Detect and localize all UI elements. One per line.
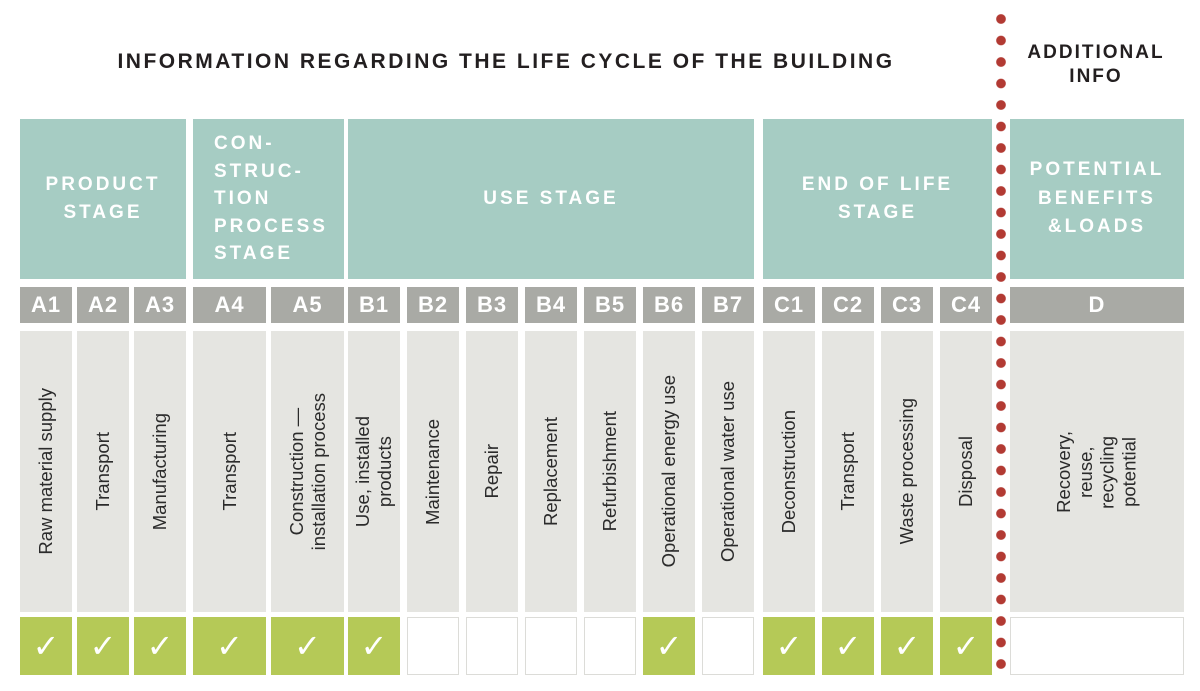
stage-label-text-c2: Transport (837, 432, 859, 511)
check-cell-c3: ✓ (881, 617, 933, 675)
check-cell-a4: ✓ (193, 617, 266, 675)
stage-label-d: Recovery, reuse, recycling potential (1010, 331, 1184, 612)
check-cell-c4: ✓ (940, 617, 992, 675)
stage-label-b6: Operational energy use (643, 331, 695, 612)
additional-info-title: ADDITIONAL INFO (1027, 42, 1165, 87)
check-cell-b7 (702, 617, 754, 675)
stage-code-b2: B2 (407, 287, 459, 323)
stage-code-a3: A3 (134, 287, 186, 323)
labels-row: Use, installed products Maintenance Repa… (348, 331, 754, 612)
stage-label-c4: Disposal (940, 331, 992, 612)
stage-code-d: D (1010, 287, 1184, 323)
stage-label-text-d: Recovery, reuse, recycling potential (1053, 430, 1140, 513)
check-cell-c2: ✓ (822, 617, 874, 675)
stage-label-c2: Transport (822, 331, 874, 612)
check-cell-b2 (407, 617, 459, 675)
group-construction-process-stage: CON- STRUC- TION PROCESS STAGE A4 A5 Tra… (193, 119, 344, 675)
stage-label-c1: Deconstruction (763, 331, 815, 612)
stage-label-text-a2: Transport (92, 432, 114, 511)
codes-row: A1 A2 A3 (20, 287, 186, 323)
check-cell-a1: ✓ (20, 617, 72, 675)
labels-row: Deconstruction Transport Waste processin… (763, 331, 992, 612)
stage-code-a4: A4 (193, 287, 266, 323)
stage-code-b3: B3 (466, 287, 518, 323)
codes-row: C1 C2 C3 C4 (763, 287, 992, 323)
group-product-stage: PRODUCT STAGE A1 A2 A3 Raw material supp… (20, 119, 186, 675)
group-header-construction-process-stage: CON- STRUC- TION PROCESS STAGE (193, 119, 344, 279)
stage-code-b1: B1 (348, 287, 400, 323)
stage-label-text-b3: Repair (481, 444, 503, 499)
group-end-of-life-stage: END OF LIFE STAGE C1 C2 C3 C4 Deconstruc… (763, 119, 992, 675)
stage-code-c3: C3 (881, 287, 933, 323)
checks-row: ✓ ✓ ✓ ✓ (763, 617, 992, 675)
group-header-potential-benefits-loads: POTENTIAL BENEFITS &LOADS (1010, 119, 1184, 279)
check-cell-a2: ✓ (77, 617, 129, 675)
stage-label-text-c4: Disposal (955, 436, 977, 507)
stage-code-b6: B6 (643, 287, 695, 323)
check-cell-b1: ✓ (348, 617, 400, 675)
stage-label-text-c3: Waste processing (896, 398, 918, 545)
stage-label-b7: Operational water use (702, 331, 754, 612)
stage-label-b1: Use, installed products (348, 331, 400, 612)
stage-label-text-b2: Maintenance (422, 418, 444, 525)
stage-code-c4: C4 (940, 287, 992, 323)
stage-label-b2: Maintenance (407, 331, 459, 612)
stage-label-text-a4: Transport (218, 432, 240, 511)
check-cell-a5: ✓ (271, 617, 344, 675)
checks-row: ✓ ✓ (193, 617, 344, 675)
stage-code-b7: B7 (702, 287, 754, 323)
check-cell-c1: ✓ (763, 617, 815, 675)
stage-code-a1: A1 (20, 287, 72, 323)
stage-label-a5: Construction — installation process (271, 331, 344, 612)
codes-row: B1 B2 B3 B4 B5 B6 B7 (348, 287, 754, 323)
group-potential-benefits-loads: POTENTIAL BENEFITS &LOADS D Recovery, re… (1010, 119, 1184, 675)
check-cell-b4 (525, 617, 577, 675)
stage-code-b5: B5 (584, 287, 636, 323)
labels-row: Recovery, reuse, recycling potential (1010, 331, 1184, 612)
checks-row: ✓ ✓ ✓ (20, 617, 186, 675)
stage-label-b3: Repair (466, 331, 518, 612)
check-cell-a3: ✓ (134, 617, 186, 675)
labels-row: Transport Construction — installation pr… (193, 331, 344, 612)
check-cell-b5 (584, 617, 636, 675)
life-cycle-table: PRODUCT STAGE A1 A2 A3 Raw material supp… (0, 119, 1200, 675)
stage-label-c3: Waste processing (881, 331, 933, 612)
labels-row: Raw material supply Transport Manufactur… (20, 331, 186, 612)
stage-label-a2: Transport (77, 331, 129, 612)
stage-label-text-b5: Refurbishment (599, 411, 621, 532)
group-header-use-stage: USE STAGE (348, 119, 754, 279)
group-header-end-of-life-stage: END OF LIFE STAGE (763, 119, 992, 279)
stage-label-text-b1: Use, installed products (352, 415, 395, 528)
checks-row: ✓ ✓ (348, 617, 754, 675)
titles-area: INFORMATION REGARDING THE LIFE CYCLE OF … (0, 0, 1200, 119)
stage-code-c1: C1 (763, 287, 815, 323)
check-cell-b3 (466, 617, 518, 675)
stage-label-b5: Refurbishment (584, 331, 636, 612)
stage-code-a5: A5 (271, 287, 344, 323)
stage-code-a2: A2 (77, 287, 129, 323)
codes-row: A4 A5 (193, 287, 344, 323)
stage-label-text-a1: Raw material supply (35, 388, 57, 555)
checks-row (1010, 617, 1184, 675)
stage-label-text-c1: Deconstruction (778, 409, 800, 534)
codes-row: D (1010, 287, 1184, 323)
stage-label-text-a3: Manufacturing (149, 412, 171, 531)
stage-label-text-b7: Operational water use (717, 381, 739, 562)
check-cell-d (1010, 617, 1184, 675)
stage-label-text-a5: Construction — installation process (285, 392, 329, 551)
red-dotted-divider (996, 14, 1006, 680)
group-use-stage: USE STAGE B1 B2 B3 B4 B5 B6 B7 Use, inst… (348, 119, 754, 675)
stage-code-b4: B4 (525, 287, 577, 323)
page-title: INFORMATION REGARDING THE LIFE CYCLE OF … (117, 50, 895, 73)
group-header-product-stage: PRODUCT STAGE (20, 119, 186, 279)
stage-label-a4: Transport (193, 331, 266, 612)
stage-label-b4: Replacement (525, 331, 577, 612)
stage-code-c2: C2 (822, 287, 874, 323)
stage-label-a3: Manufacturing (134, 331, 186, 612)
check-cell-b6: ✓ (643, 617, 695, 675)
stage-label-text-b6: Operational energy use (658, 375, 680, 568)
stage-label-text-b4: Replacement (540, 416, 562, 526)
stage-label-a1: Raw material supply (20, 331, 72, 612)
